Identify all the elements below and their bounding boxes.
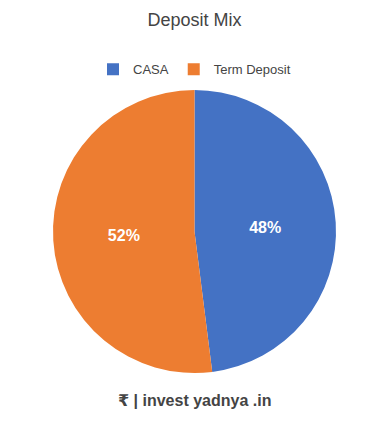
svg-text:48%: 48% xyxy=(249,219,281,236)
svg-text:CASA: CASA xyxy=(133,62,169,77)
svg-text:Deposit Mix: Deposit Mix xyxy=(147,10,241,30)
svg-text:₹ | invest yadnya .in: ₹ | invest yadnya .in xyxy=(118,392,271,409)
svg-text:Term Deposit: Term Deposit xyxy=(214,62,291,77)
svg-text:52%: 52% xyxy=(108,227,140,244)
